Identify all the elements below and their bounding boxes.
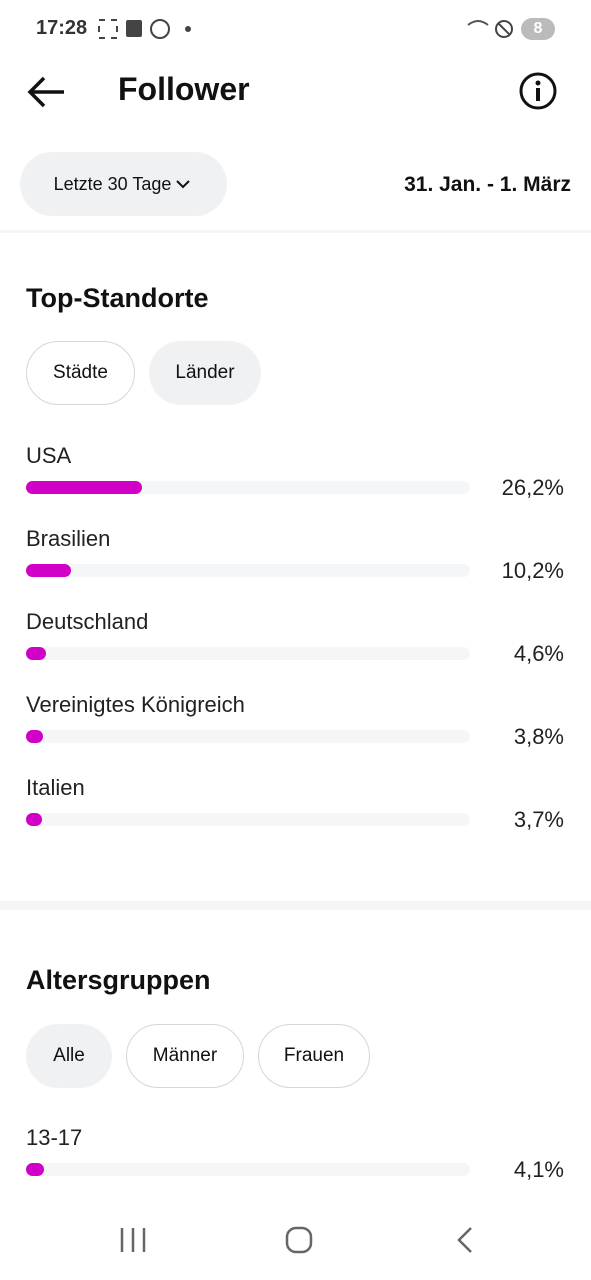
date-range: 31. Jan. - 1. März (404, 173, 571, 196)
value-label: 10,2% (501, 558, 564, 583)
bar (26, 481, 143, 494)
page-title: Follower (118, 71, 250, 107)
value-label: 26,2% (501, 475, 564, 500)
tab[interactable]: Länder (149, 341, 261, 405)
value-label: 4,6% (513, 641, 564, 666)
status-right-icons (467, 20, 513, 38)
range-button[interactable]: Letzte 30 Tage (20, 152, 227, 216)
battery-badge: 8 (521, 18, 555, 40)
location-label: Italien (26, 775, 85, 800)
bar (26, 730, 43, 743)
bar-track (26, 730, 470, 743)
bar-track (26, 647, 470, 660)
range-label: Letzte 30 Tage (53, 173, 172, 194)
location-label: 13-17 (26, 1125, 83, 1150)
bar (26, 647, 47, 660)
bar-track (26, 481, 470, 494)
value-label: 3,8% (513, 724, 564, 749)
location-label: Vereinigtes Königreich (26, 692, 245, 717)
bar (26, 813, 43, 826)
section-title: Altersgruppen (26, 965, 211, 995)
tab[interactable]: Städte (26, 341, 135, 405)
separator (0, 230, 591, 233)
location-label: Brasilien (26, 526, 111, 551)
bar (26, 564, 72, 577)
time: 17:28 (36, 17, 88, 39)
bar-track (26, 813, 470, 826)
tab[interactable]: Alle (26, 1024, 112, 1088)
tab[interactable]: Frauen (258, 1024, 370, 1088)
nav-bar (120, 1226, 472, 1254)
section-title: Top-Standorte (26, 283, 209, 313)
value-label: 3,7% (513, 807, 564, 832)
bar-track (26, 564, 470, 577)
chevron (176, 180, 191, 189)
bar-track (26, 1163, 470, 1176)
bar (26, 1163, 45, 1176)
location-label: USA (26, 443, 72, 468)
info-button[interactable] (518, 71, 558, 111)
separator (0, 901, 591, 910)
tab[interactable]: Männer (126, 1024, 244, 1088)
location-label: Deutschland (26, 609, 149, 634)
status-icons (98, 19, 191, 39)
back-button[interactable] (26, 74, 66, 110)
value-label: 4,1% (513, 1157, 564, 1182)
